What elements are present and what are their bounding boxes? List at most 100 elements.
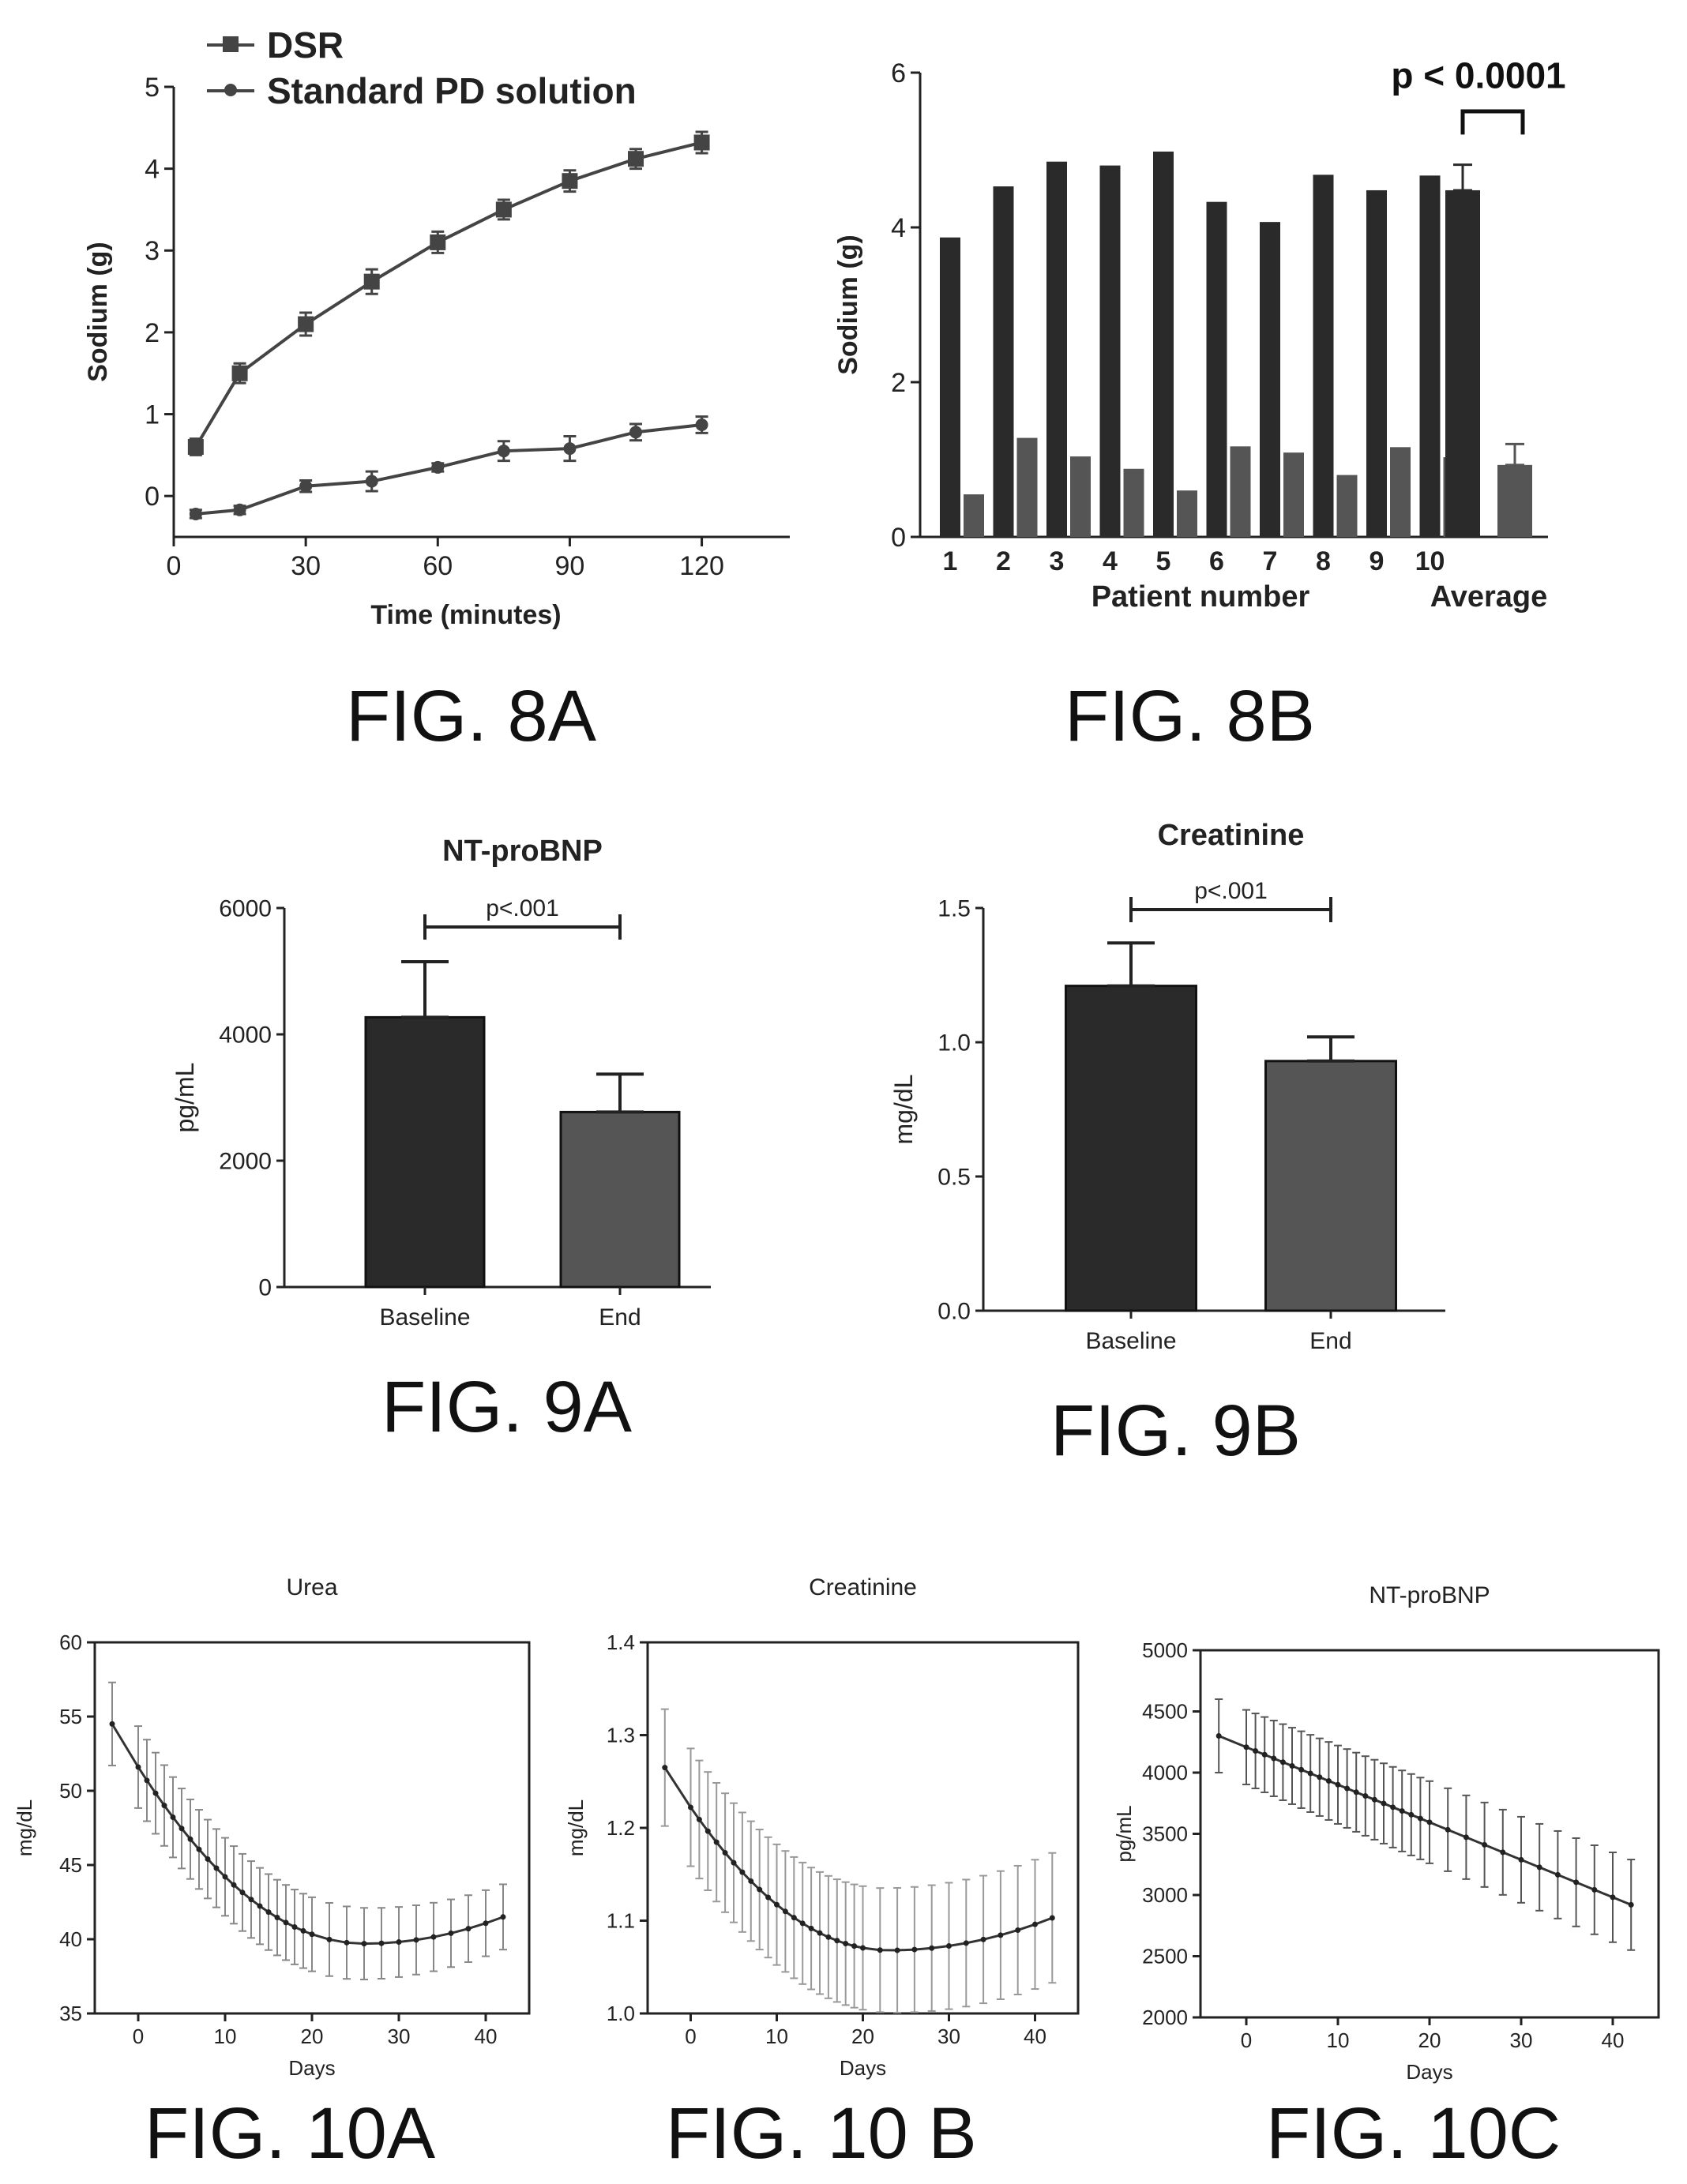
bar-dsr [1206,201,1227,537]
data-point [178,1826,185,1832]
x-tick-label: 0 [133,2025,144,2048]
bar-dsr [993,186,1014,537]
fig9b-caption: FIG. 9B [1050,1390,1301,1471]
data-point [300,1927,306,1934]
data-point [248,1897,254,1903]
x-tick-label: Baseline [1085,1328,1176,1354]
data-point [782,1908,788,1915]
data-point [860,1945,866,1951]
data-point [231,1882,237,1888]
x-tick-label: 40 [1024,2025,1046,2048]
bar-dsr [1099,165,1121,537]
bar-end [1264,1060,1397,1312]
y-axis-label: Sodium (g) [833,235,863,375]
bar-dsr [1366,190,1387,537]
bar-dsr [1419,175,1441,537]
data-point [1500,1849,1506,1856]
p-value-annotation: p<.001 [486,895,559,921]
chart-title: Creatinine [809,1574,917,1600]
data-point [326,1936,333,1942]
x-axis-label: Time (minutes) [370,600,561,630]
y-tick-label: 3500 [1142,1822,1188,1846]
y-tick-label: 50 [59,1779,82,1803]
data-point [109,1721,115,1727]
fig10c-chart: 2000 2500 3000 3500 4000 4500 5000 0 10 20 30 40 pg/… [1112,1582,1660,2084]
legend-label-dsr: DSR [267,24,344,66]
data-point [1362,1793,1369,1799]
data-point [213,1865,220,1871]
data-point [1381,1800,1387,1807]
data-point [1426,1819,1433,1826]
data-point [851,1943,858,1949]
x-tick-label: 40 [475,2025,498,2048]
data-point [1482,1841,1488,1848]
bar-standard [1283,452,1304,537]
data-point [361,1941,367,1947]
data-point-circle [365,475,378,488]
bar-standard [1177,490,1197,537]
bar-dsr [1313,174,1334,538]
y-tick-label: 4000 [219,1023,272,1049]
x-axis-label: Patient number [1091,580,1310,614]
data-point [1353,1789,1359,1796]
data-point [500,1914,506,1920]
x-tick-label: 10 [1415,546,1445,576]
x-tick-label: 0 [1241,2028,1252,2052]
bar-standard [1070,456,1091,537]
x-tick-label: 30 [937,2025,960,2048]
y-tick-label: 3000 [1142,1883,1188,1907]
x-tick-label: 20 [301,2025,324,2048]
data-point [1215,1733,1222,1739]
data-point [483,1920,489,1927]
data-point [239,1889,246,1896]
data-point [205,1856,211,1862]
x-tick-label: 10 [765,2025,788,2048]
fig8b-caption: FIG. 8B [1065,676,1315,756]
x-tick-label: 120 [679,551,724,581]
data-point [1463,1834,1469,1841]
y-tick-label: 4500 [1142,1700,1188,1724]
fig8a-legend: DSR Standard PD solution [207,22,637,114]
x-tick-label: 90 [555,551,585,581]
x-tick-label: 8 [1316,546,1331,576]
data-point-circle [431,460,445,474]
data-point [877,1947,883,1953]
x-tick-label: 60 [423,551,453,581]
data-point [799,1920,806,1927]
data-point [152,1790,159,1796]
data-point [1271,1755,1277,1762]
chart-title: NT-proBNP [1369,1582,1490,1608]
data-point [1289,1763,1295,1769]
data-point-square [298,316,314,332]
data-point [222,1874,228,1880]
chart-title: NT-proBNP [442,835,603,868]
fig10c-caption: FIG. 10C [1266,2093,1561,2174]
data-point-square [363,273,380,290]
y-tick-label: 1.1 [607,1909,635,1933]
y-tick-label: 2500 [1142,1945,1188,1968]
y-tick-label: 60 [59,1630,82,1654]
y-tick-label: 4 [145,155,160,185]
bar-dsr [1153,151,1174,537]
y-tick-label: 2000 [219,1149,272,1175]
y-tick-label: 6000 [219,896,272,922]
data-point [757,1886,763,1893]
data-point [1344,1785,1351,1792]
data-point [144,1777,150,1784]
y-tick-label: 1.0 [607,2002,635,2025]
x-tick-label: 6 [1209,546,1224,576]
data-point [265,1909,272,1916]
y-axis-label: pg/mL [1112,1805,1136,1862]
x-tick-label: 30 [388,2025,411,2048]
data-point [1417,1815,1423,1822]
data-point [1325,1778,1332,1784]
legend-label-standard: Standard PD solution [267,70,637,111]
data-point [1335,1781,1341,1788]
bar-standard [1336,475,1358,537]
y-tick-label: 1.0 [937,1030,971,1056]
data-point [1279,1759,1286,1766]
data-point-square [628,151,644,167]
y-tick-label: 1.2 [607,1816,635,1840]
data-point [713,1839,720,1845]
fig10a-caption: FIG. 10A [145,2093,436,2174]
